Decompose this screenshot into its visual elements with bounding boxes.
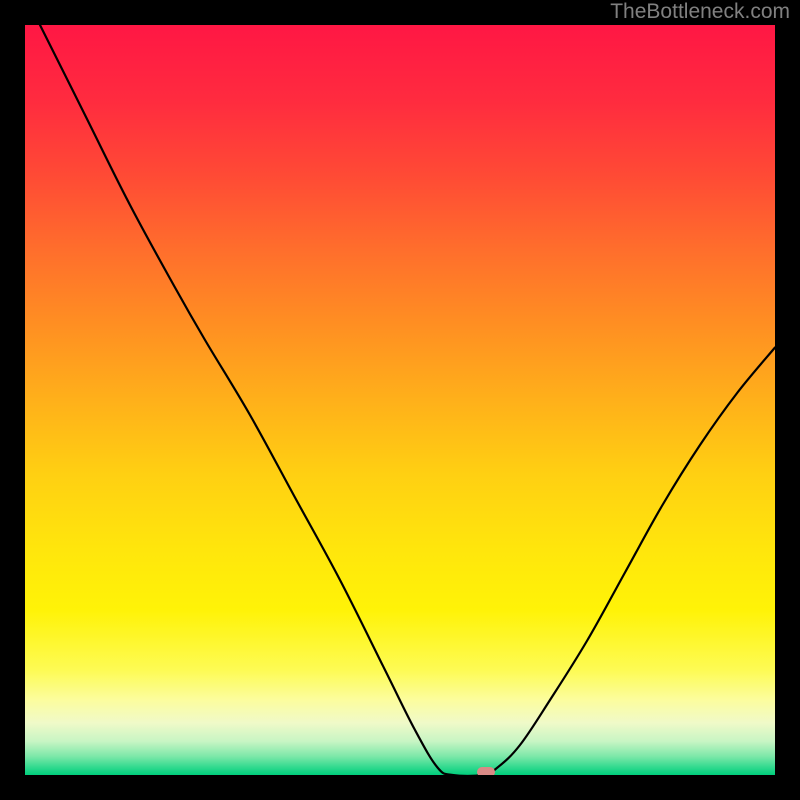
plot-area — [25, 25, 775, 775]
bottleneck-curve — [25, 25, 775, 775]
watermark-text: TheBottleneck.com — [610, 0, 790, 24]
bottleneck-marker — [477, 767, 495, 775]
chart-frame: TheBottleneck.com — [0, 0, 800, 800]
